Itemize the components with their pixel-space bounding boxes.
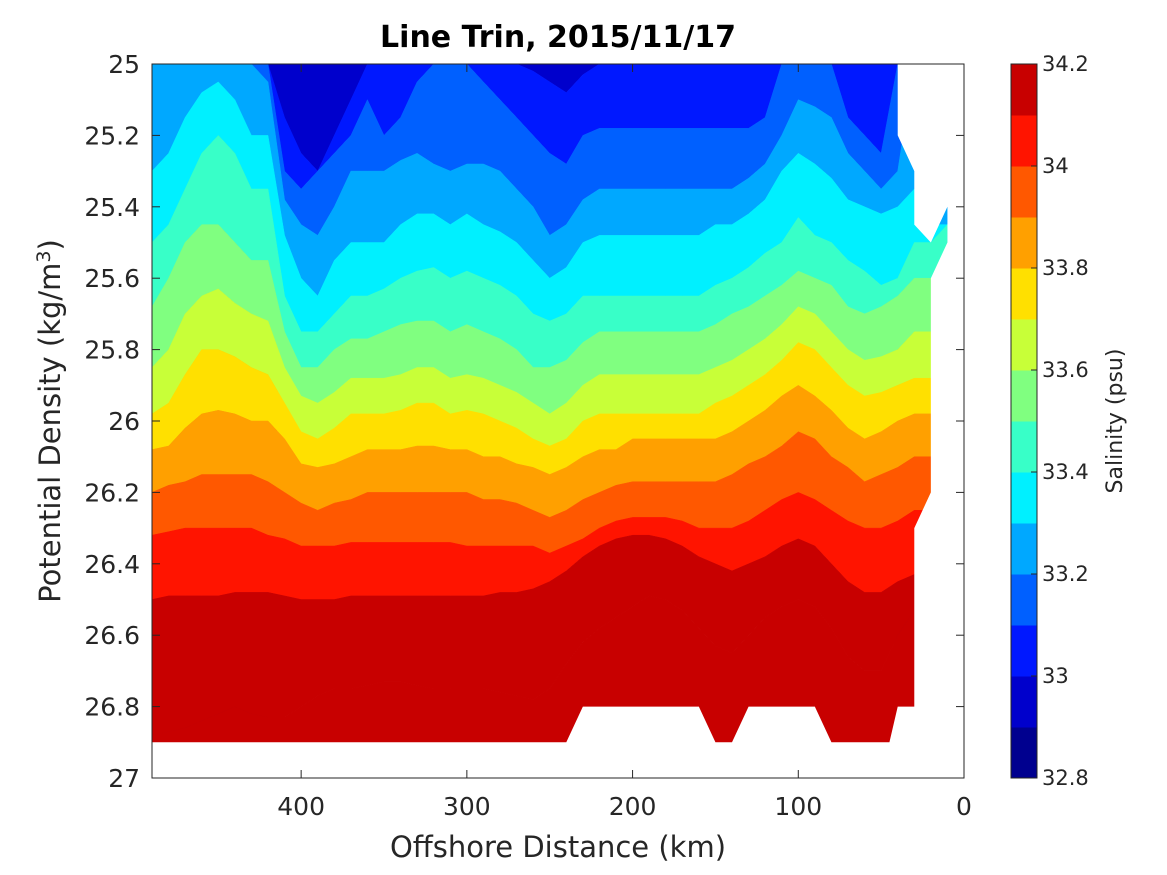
y-tick-label: 27 — [108, 764, 140, 793]
colorbar-tick-label: 34 — [1042, 154, 1069, 178]
colorbar — [1011, 64, 1037, 779]
colorbar-frame — [1010, 63, 1038, 779]
y-tick-label: 25.2 — [84, 121, 140, 150]
colorbar-swatch — [1011, 217, 1037, 269]
x-axis-label: Offshore Distance (km) — [390, 830, 726, 864]
colorbar-swatch — [1011, 64, 1037, 116]
chart-title: Line Trin, 2015/11/17 — [380, 20, 736, 55]
salinity-band-max — [831, 728, 890, 743]
y-axis-label: Potential Density (kg/m3) — [33, 239, 67, 603]
y-axis-label-base: Potential Density (kg/m — [33, 263, 67, 603]
colorbar-swatch — [1011, 727, 1037, 779]
y-axis-label-superscript: 3 — [33, 250, 55, 262]
x-tick-label: 400 — [277, 792, 325, 821]
colorbar-swatch — [1011, 574, 1037, 626]
colorbar-swatch — [1011, 472, 1037, 524]
colorbar-tick-label: 33.4 — [1042, 460, 1089, 484]
colorbar-tick-label: 33.6 — [1042, 358, 1089, 382]
y-tick-label: 26.8 — [84, 693, 140, 722]
y-tick-label: 26.2 — [84, 478, 140, 507]
y-tick-label: 26.6 — [84, 621, 140, 650]
colorbar-swatch — [1011, 625, 1037, 677]
colorbar-label: Salinity (psu) — [1103, 349, 1128, 494]
colorbar-tick-label: 33.8 — [1042, 256, 1089, 280]
y-tick-label: 26.4 — [84, 550, 140, 579]
colorbar-tick-label: 34.2 — [1042, 52, 1089, 76]
x-tick-label: 200 — [609, 792, 657, 821]
y-tick-label: 26 — [108, 407, 140, 436]
contour-fill-layer — [152, 64, 948, 778]
colorbar-swatch — [1011, 319, 1037, 371]
colorbar-ticks: 32.8 33 33.2 33.4 33.6 33.8 34 34.2 — [1031, 52, 1089, 790]
x-tick-label: 300 — [443, 792, 491, 821]
colorbar-swatch — [1011, 166, 1037, 218]
colorbar-swatch — [1011, 523, 1037, 575]
y-tick-label: 25.8 — [84, 336, 140, 365]
x-axis: 400 300 200 100 0 — [277, 64, 972, 821]
y-tick-label: 25.4 — [84, 193, 140, 222]
colorbar-tick-label: 33 — [1042, 664, 1069, 688]
y-tick-label: 25 — [108, 50, 140, 79]
colorbar-swatch — [1011, 421, 1037, 473]
y-tick-label: 25.6 — [84, 264, 140, 293]
colorbar-swatch — [1011, 370, 1037, 422]
colorbar-tick-label: 32.8 — [1042, 766, 1089, 790]
colorbar-swatch — [1011, 676, 1037, 728]
y-axis: 25 25.2 25.4 25.6 25.8 26 26.2 26.4 26.6 26.8 27 — [84, 50, 964, 793]
x-tick-label: 100 — [774, 792, 822, 821]
colorbar-tick-label: 33.2 — [1042, 562, 1089, 586]
y-axis-label-end: ) — [33, 239, 67, 250]
colorbar-swatch — [1011, 268, 1037, 320]
colorbar-swatch — [1011, 115, 1037, 167]
x-tick-label: 0 — [956, 792, 972, 821]
